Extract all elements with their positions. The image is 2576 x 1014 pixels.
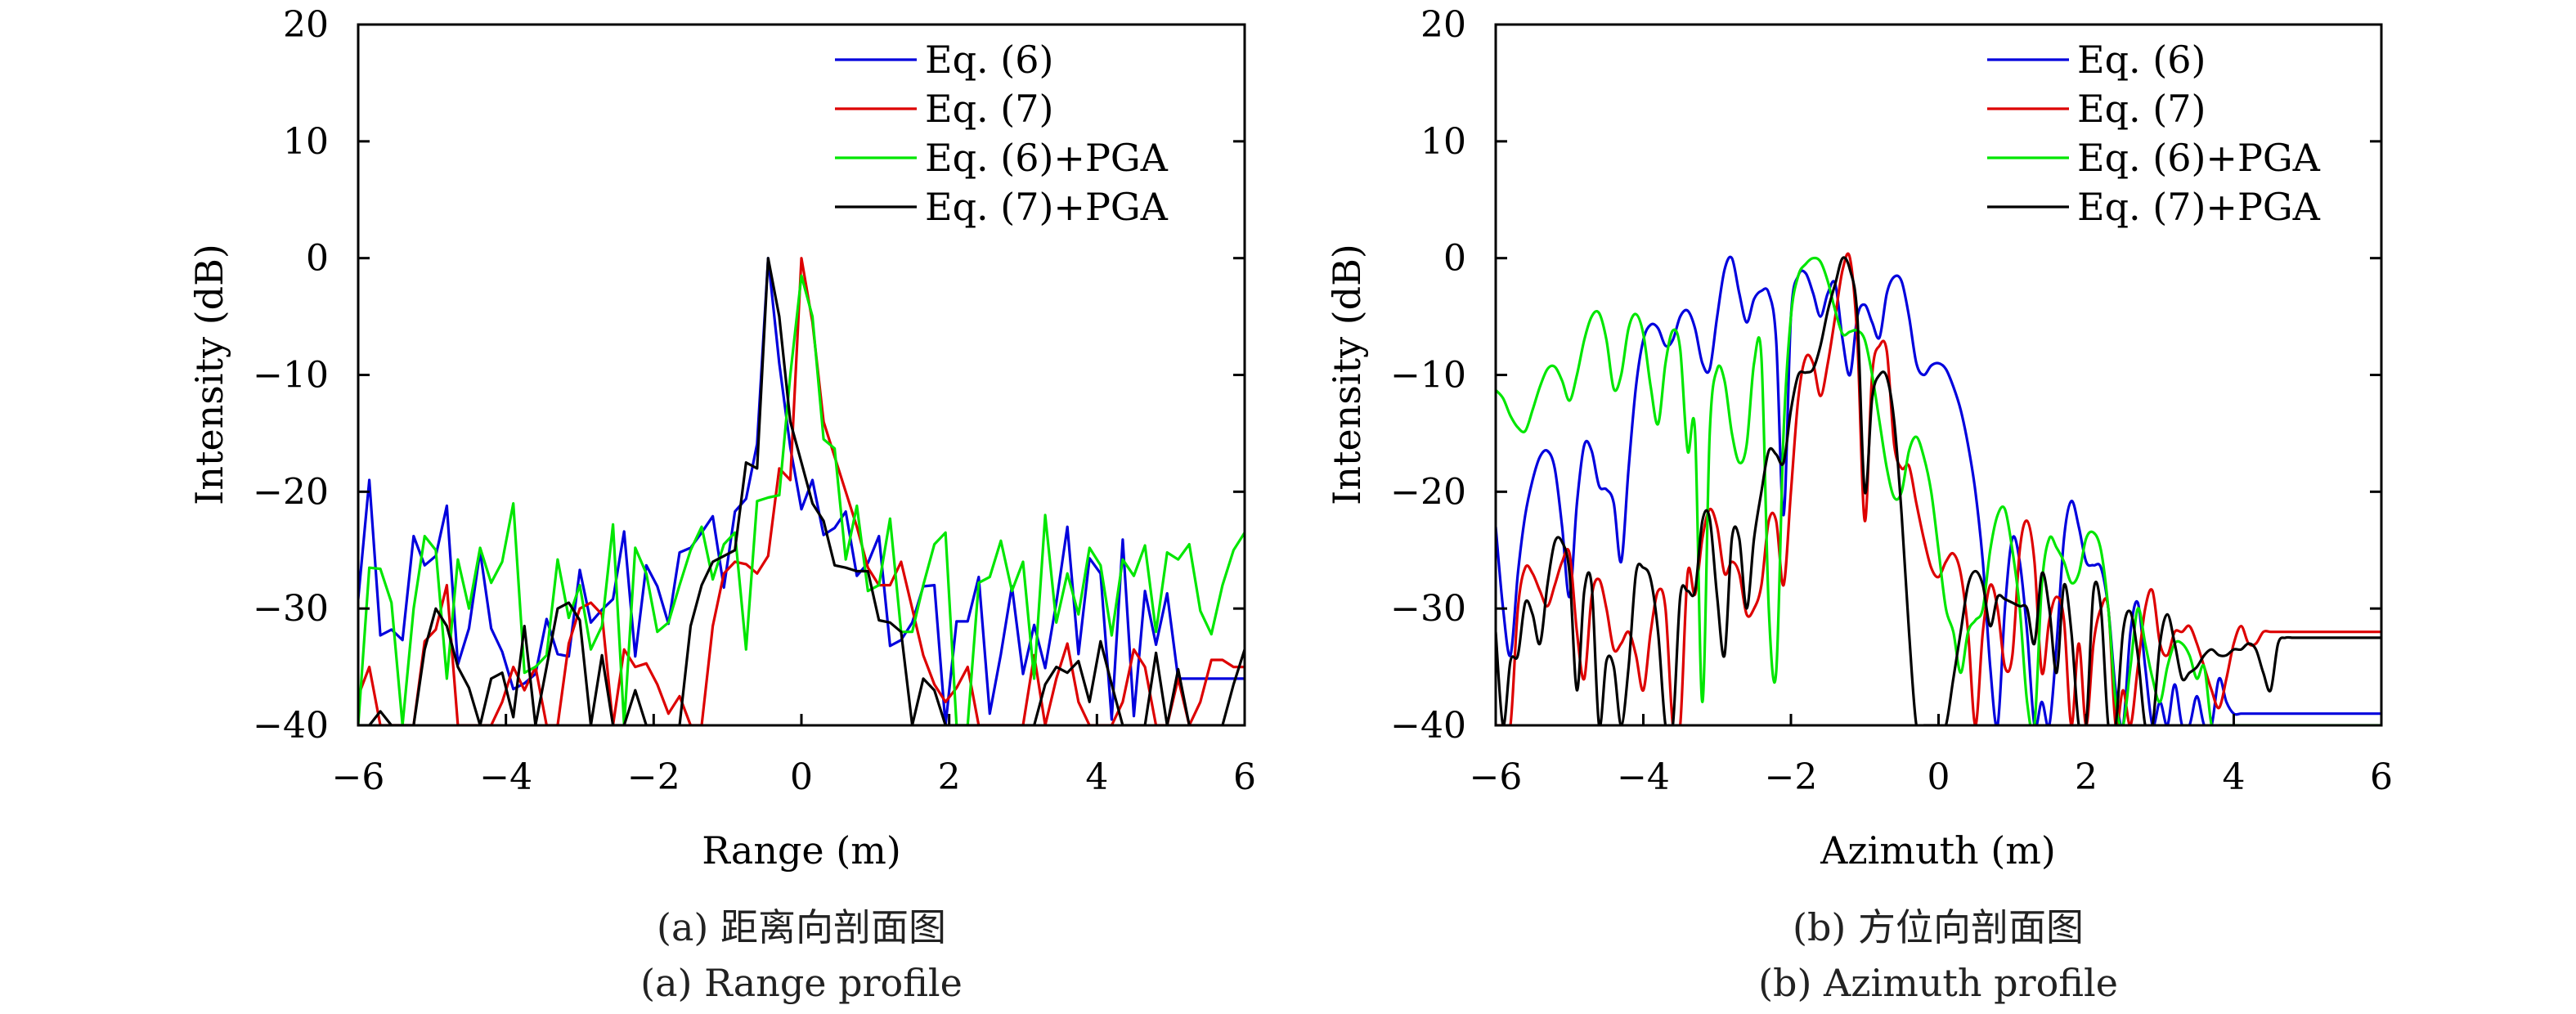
range-x-tick-label: −2 <box>627 756 680 798</box>
range-y-tick-label: −10 <box>253 355 329 397</box>
azimuth-series-eq6-pga <box>1496 256 2381 725</box>
azimuth-y-tick-label: −30 <box>1390 588 1466 630</box>
range-x-tick-label: −6 <box>332 756 385 798</box>
range-y-tick-label: 20 <box>283 4 329 46</box>
azimuth-caption-en: (b) Azimuth profile <box>1758 961 2118 1005</box>
range-y-tick-label: −20 <box>253 471 329 513</box>
legend-label-eq6: Eq. (6) <box>2077 38 2206 82</box>
range-profile-panel: Intensity (dB) Range (m) (a) 距离向剖面图 (a) … <box>187 4 1256 1005</box>
range-x-tick-label: 6 <box>1233 756 1256 798</box>
azimuth-x-tick-label: −2 <box>1765 756 1818 798</box>
range-caption-cn: (a) 距离向剖面图 <box>657 905 946 949</box>
azimuth-y-tick-label: 0 <box>1443 238 1466 280</box>
azimuth-series-eq6 <box>1496 255 2381 725</box>
range-y-axis-label: Intensity (dB) <box>187 244 231 505</box>
range-legend: Eq. (6) Eq. (7) Eq. (6)+PGA Eq. (7)+PGA <box>835 38 1169 229</box>
range-x-tick-label: −4 <box>479 756 532 798</box>
range-x-tick-label: 0 <box>790 756 813 798</box>
legend-label-eq7: Eq. (7) <box>2077 87 2206 131</box>
azimuth-x-tick-label: −6 <box>1470 756 1523 798</box>
azimuth-x-tick-label: −4 <box>1617 756 1670 798</box>
range-series-eq6 <box>358 257 1245 725</box>
azimuth-x-tick-label: 2 <box>2075 756 2098 798</box>
legend-label-eq7-pga: Eq. (7)+PGA <box>2077 185 2321 229</box>
range-series-eq7-pga <box>358 257 1245 725</box>
range-x-tick-label: 4 <box>1085 756 1108 798</box>
azimuth-series-eq7-pga <box>1496 256 2381 725</box>
range-series-group <box>358 257 1245 725</box>
azimuth-caption-cn: (b) 方位向剖面图 <box>1793 905 2084 949</box>
azimuth-series-eq7 <box>1496 252 2381 725</box>
range-x-axis-label: Range (m) <box>702 828 901 873</box>
azimuth-y-axis-label: Intensity (dB) <box>1325 244 1369 505</box>
azimuth-y-tick-label: −20 <box>1390 471 1466 513</box>
range-y-tick-label: −40 <box>253 705 329 747</box>
azimuth-x-tick-label: 0 <box>1928 756 1950 798</box>
legend-label-eq6-pga: Eq. (6)+PGA <box>2077 136 2321 180</box>
range-series-eq7 <box>358 257 1245 725</box>
range-caption-en: (a) Range profile <box>640 961 963 1005</box>
legend-label-eq7-pga: Eq. (7)+PGA <box>925 185 1169 229</box>
azimuth-series-group <box>1496 252 2381 725</box>
legend-label-eq6-pga: Eq. (6)+PGA <box>925 136 1169 180</box>
legend-label-eq6: Eq. (6) <box>925 38 1053 82</box>
legend-label-eq7: Eq. (7) <box>925 87 1053 131</box>
azimuth-x-axis-label: Azimuth (m) <box>1820 828 2056 873</box>
azimuth-y-tick-label: 20 <box>1420 4 1466 46</box>
azimuth-y-tick-label: −40 <box>1390 705 1466 747</box>
azimuth-legend: Eq. (6) Eq. (7) Eq. (6)+PGA Eq. (7)+PGA <box>1987 38 2321 229</box>
azimuth-plot-frame <box>1494 23 2383 727</box>
range-y-tick-label: 10 <box>283 121 329 163</box>
azimuth-y-tick-label: 10 <box>1420 121 1466 163</box>
range-series-eq6-pga <box>358 274 1245 725</box>
range-y-tick-label: 0 <box>306 238 329 280</box>
azimuth-x-tick-label: 4 <box>2223 756 2246 798</box>
azimuth-y-tick-label: −10 <box>1390 355 1466 397</box>
range-x-tick-label: 2 <box>938 756 961 798</box>
range-y-tick-label: −30 <box>253 588 329 630</box>
azimuth-x-tick-label: 6 <box>2370 756 2393 798</box>
azimuth-profile-panel: Intensity (dB) Azimuth (m) (b) 方位向剖面图 (b… <box>1325 4 2393 1005</box>
